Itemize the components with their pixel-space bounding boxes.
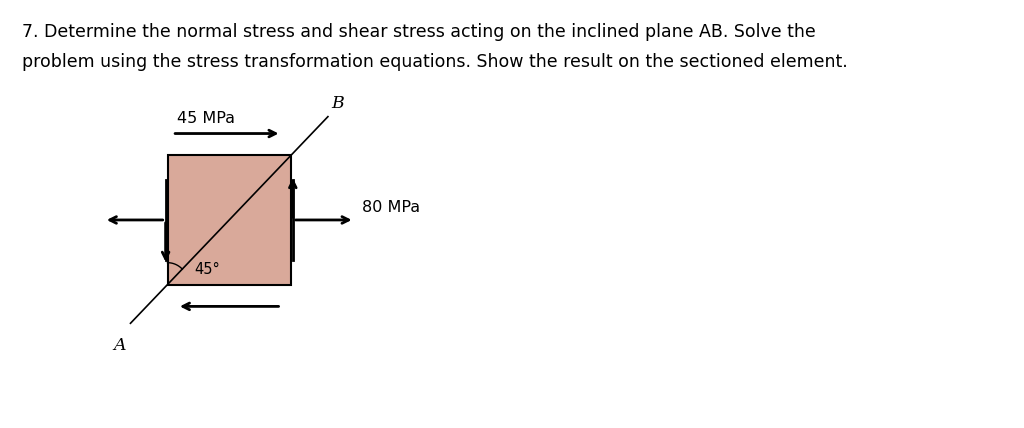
Text: 45°: 45° bbox=[195, 262, 220, 277]
Text: B: B bbox=[332, 95, 344, 112]
Text: 7. Determine the normal stress and shear stress acting on the inclined plane AB.: 7. Determine the normal stress and shear… bbox=[23, 23, 816, 41]
Text: 80 MPa: 80 MPa bbox=[362, 200, 420, 215]
Text: A: A bbox=[114, 337, 126, 354]
Text: 45 MPa: 45 MPa bbox=[177, 110, 234, 125]
Text: problem using the stress transformation equations. Show the result on the sectio: problem using the stress transformation … bbox=[23, 53, 848, 71]
Bar bbox=[168, 155, 291, 285]
